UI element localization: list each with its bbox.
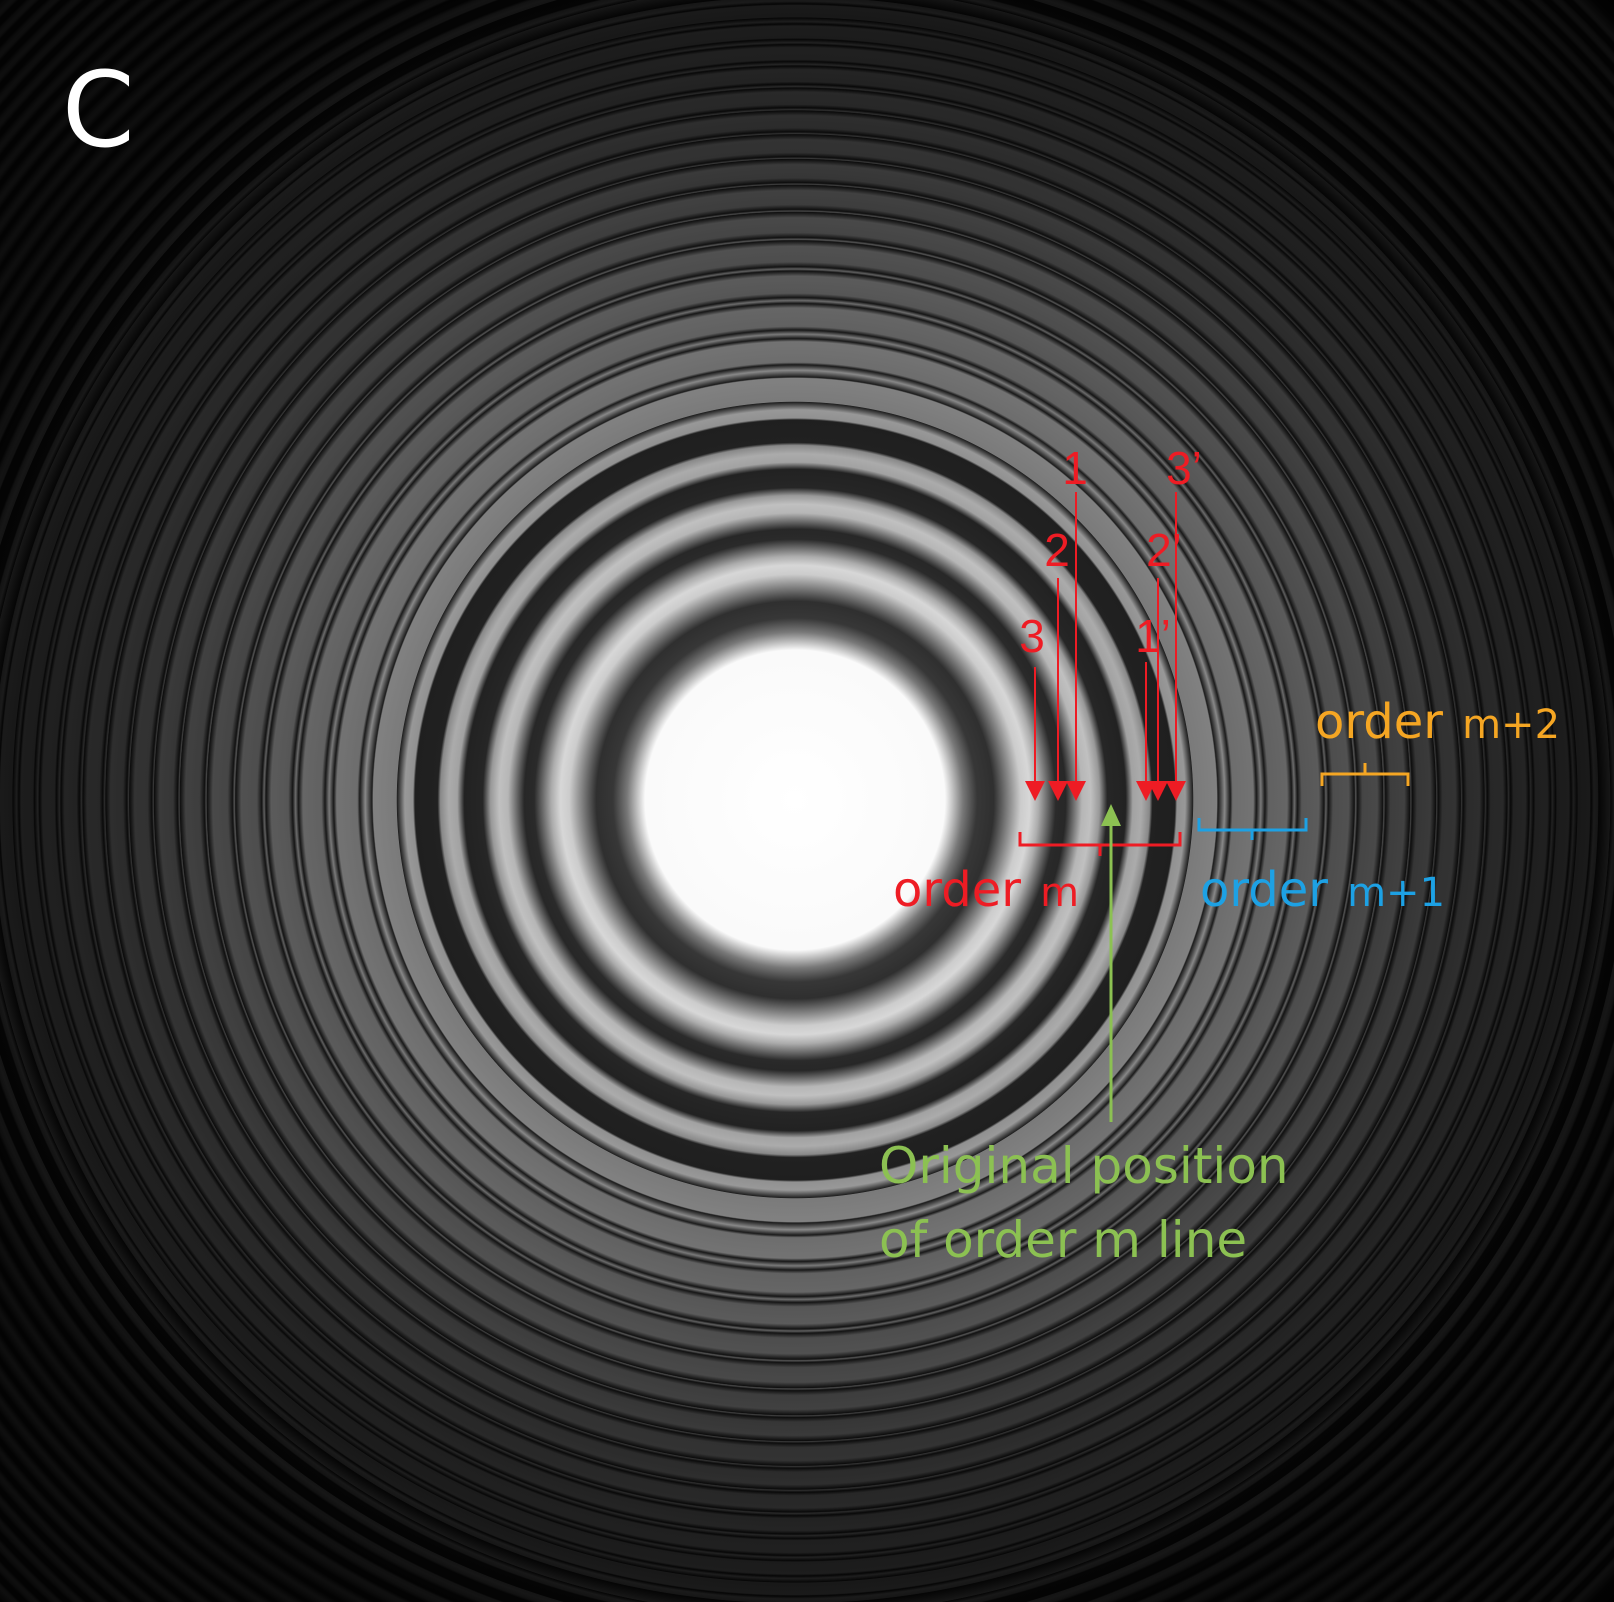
order-m-bracket	[1018, 832, 1182, 856]
arrow-2-head	[1048, 781, 1068, 801]
arrow-label-1prime: 1’	[1135, 610, 1171, 662]
arrow-label-3: 3	[1019, 610, 1045, 662]
arrow-2prime-head	[1148, 781, 1168, 801]
outer-arrows: 1’ 2’ 3’	[1135, 442, 1202, 801]
arrow-3-head	[1025, 781, 1045, 801]
arrow-3prime-head	[1166, 781, 1186, 801]
arrow-label-2prime: 2’	[1146, 524, 1182, 576]
order-m-label: order m	[893, 862, 1079, 918]
order-m-plus-1-bracket	[1197, 818, 1308, 840]
panel-label: C	[62, 49, 135, 171]
inner-arrows: 3 2 1	[1019, 442, 1088, 801]
original-position-line2: of order m line	[879, 1211, 1247, 1269]
order-m-plus-1-index: m+1	[1347, 870, 1445, 916]
order-m-index: m	[1040, 870, 1079, 916]
order-m-plus-1-label: order m+1	[1200, 862, 1445, 918]
original-position-line1: Original position	[879, 1137, 1289, 1195]
order-m-plus-2-label: order m+2	[1315, 694, 1560, 750]
order-m-plus-2-index: m+2	[1462, 702, 1560, 748]
arrow-label-3prime: 3’	[1166, 442, 1202, 494]
order-m-plus-2-bracket	[1320, 763, 1410, 786]
arrow-label-1: 1	[1062, 442, 1088, 494]
order-m-word: order	[893, 862, 1021, 918]
order-m-plus-2-word: order	[1315, 694, 1443, 750]
original-position-arrow-head	[1101, 804, 1121, 826]
arrow-1-head	[1066, 781, 1086, 801]
arrow-label-2: 2	[1044, 524, 1070, 576]
order-m-plus-1-word: order	[1200, 862, 1328, 918]
